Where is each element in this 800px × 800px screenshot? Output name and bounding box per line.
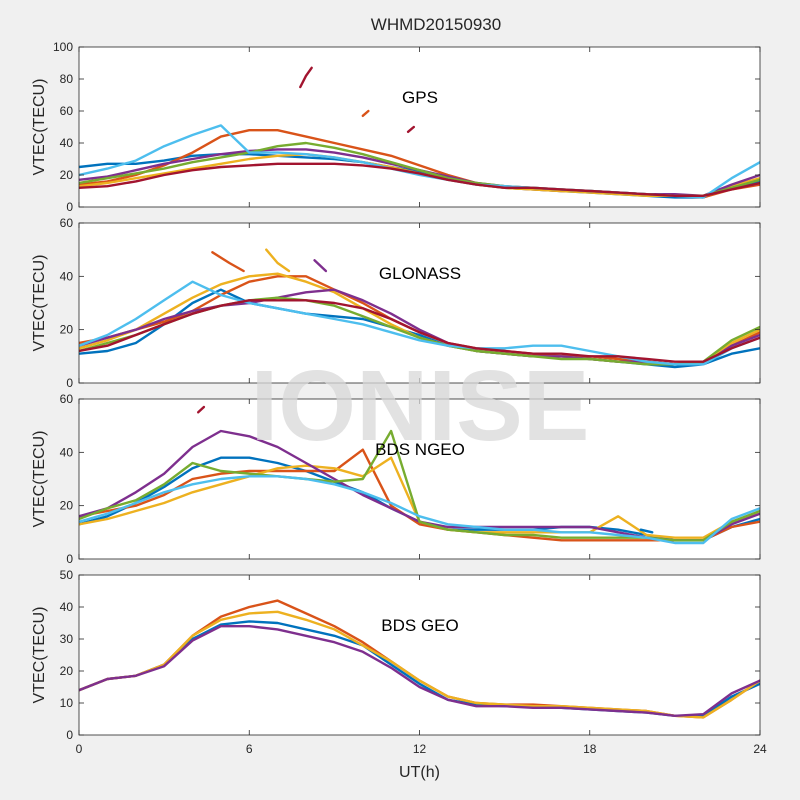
y-tick-label: 40 (60, 136, 74, 150)
y-tick-label: 50 (60, 568, 74, 582)
y-tick-label: 30 (60, 632, 74, 646)
panel-label: BDS GEO (381, 616, 458, 635)
y-tick-label: 20 (60, 168, 74, 182)
x-tick-label: 6 (246, 742, 253, 756)
x-tick-label: 12 (413, 742, 427, 756)
y-tick-label: 20 (60, 323, 74, 337)
y-tick-label: 40 (60, 269, 74, 283)
y-tick-label: 20 (60, 499, 74, 513)
y-tick-label: 60 (60, 104, 74, 118)
panel-0: 0 20 40 60 80 100 VTEC(TECU) GPS (31, 40, 761, 214)
series-line (79, 299, 760, 363)
series-group (79, 66, 760, 199)
series-line (197, 405, 206, 414)
y-tick-label: 0 (66, 552, 73, 566)
y-tick-label: 20 (60, 664, 74, 678)
y-tick-label: 0 (66, 728, 73, 742)
y-axis-label: VTEC(TECU) (31, 255, 48, 352)
series-line (79, 162, 760, 197)
y-tick-label: 100 (53, 40, 73, 54)
watermark: IONISE (251, 350, 590, 462)
y-tick-label: 10 (60, 696, 74, 710)
series-group (79, 248, 760, 369)
y-tick-label: 40 (60, 445, 74, 459)
panel-label: GPS (402, 88, 438, 107)
panel-label: BDS NGEO (375, 440, 465, 459)
series-line (639, 528, 654, 534)
plot-area (79, 575, 760, 735)
series-line (79, 610, 760, 719)
y-axis-label: VTEC(TECU) (31, 79, 48, 176)
panel-3: 0 10 20 30 40 50 0 6 12 18 24 VTEC(TECU) BDS GEO UT(h… (31, 568, 767, 781)
x-axis-label: UT(h) (399, 764, 440, 781)
y-tick-label: 40 (60, 600, 74, 614)
series-line (79, 448, 760, 542)
series-line (79, 475, 760, 545)
x-tick-label: 24 (753, 742, 767, 756)
series-line (313, 259, 328, 273)
y-tick-label: 0 (66, 200, 73, 214)
y-axis-label: VTEC(TECU) (31, 431, 48, 528)
series-line (265, 248, 291, 273)
y-tick-label: 80 (60, 72, 74, 86)
series-line (361, 109, 370, 117)
y-tick-label: 60 (60, 392, 74, 406)
panel-label: GLONASS (379, 264, 461, 283)
series-line (299, 66, 313, 89)
series-group (79, 405, 760, 545)
y-tick-label: 60 (60, 216, 74, 230)
x-tick-label: 18 (583, 742, 597, 756)
y-axis-label: VTEC(TECU) (31, 607, 48, 704)
series-line (406, 125, 415, 133)
panel-2: 0 20 40 60 VTEC(TECU) BDS NGEO (31, 392, 761, 566)
series-line (79, 280, 760, 366)
plot-area (79, 47, 760, 207)
x-tick-label: 0 (76, 742, 83, 756)
figure-title: WHMD20150930 (371, 15, 501, 34)
y-tick-label: 0 (66, 376, 73, 390)
panel-1: 0 20 40 60 VTEC(TECU) GLONASS (31, 216, 761, 390)
series-group (79, 599, 760, 719)
series-line (79, 625, 760, 717)
series-line (211, 251, 245, 273)
